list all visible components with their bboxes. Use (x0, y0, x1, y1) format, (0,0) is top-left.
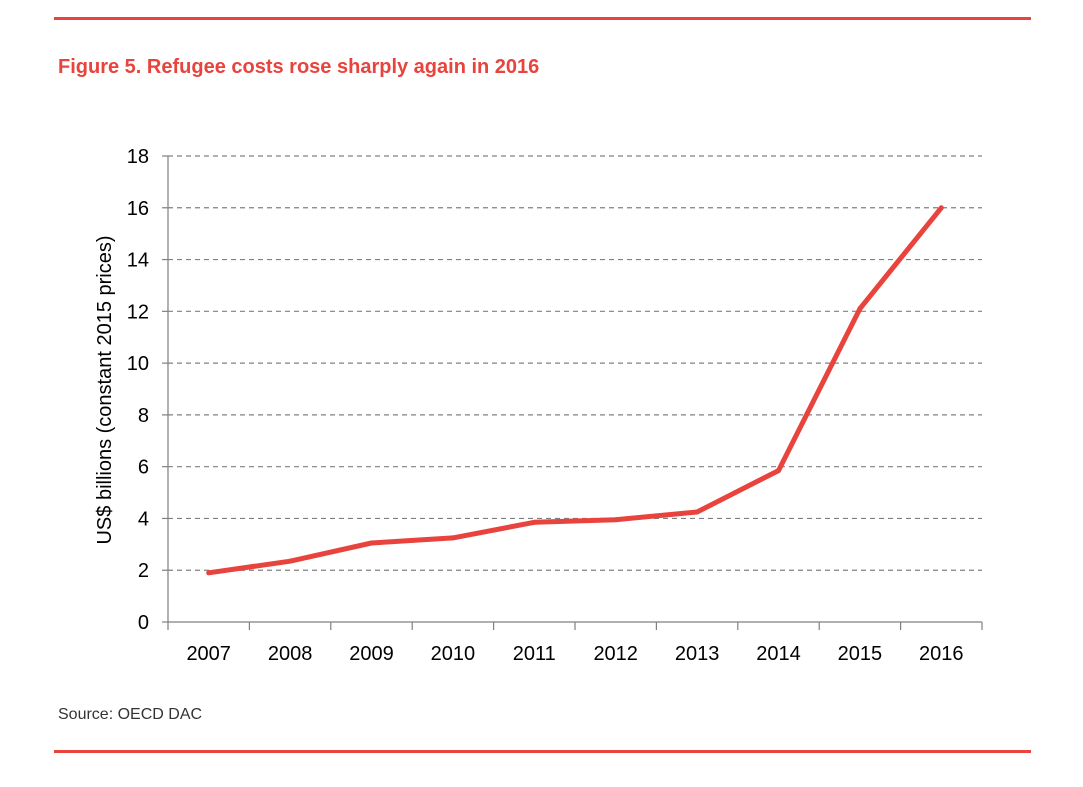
data-point (287, 558, 293, 564)
y-tick-label: 18 (127, 146, 149, 168)
y-tick-label: 14 (127, 250, 149, 272)
y-tick-label: 12 (127, 301, 149, 323)
figure-title: Figure 5. Refugee costs rose sharply aga… (58, 56, 540, 78)
x-tick-label: 2009 (349, 643, 394, 665)
source-note: Source: OECD DAC (58, 706, 203, 723)
x-tick-label: 2007 (186, 643, 231, 665)
y-tick-label: 16 (127, 198, 149, 220)
y-tick-label: 4 (138, 508, 149, 530)
x-tick-label: 2013 (675, 643, 720, 665)
grid-lines (168, 155, 982, 571)
x-tick-label: 2012 (593, 643, 638, 665)
data-point (369, 540, 374, 546)
y-tick-labels: 0 2 4 6 8 10 12 14 16 18 (127, 146, 149, 634)
series-layer (206, 205, 944, 576)
x-tick-label: 2008 (268, 643, 313, 665)
data-point (857, 306, 863, 312)
x-tick-label: 2015 (838, 643, 883, 665)
x-tick-label: 2014 (756, 643, 801, 665)
data-point (206, 570, 212, 576)
series-line (208, 206, 944, 576)
data-point (938, 205, 944, 211)
top-rule (54, 17, 1031, 20)
data-point (450, 535, 456, 541)
y-tick-label: 8 (138, 405, 149, 427)
y-tick-label: 6 (138, 457, 149, 479)
y-axis-label: US$ billions (constant 2015 prices) (94, 235, 116, 544)
x-tick-labels: 2007 2008 2009 2010 2011 2012 2013 2014 2015 2016 (186, 643, 963, 665)
x-tick-label: 2010 (431, 643, 476, 665)
data-point (776, 468, 781, 474)
x-tick-label: 2016 (919, 643, 964, 665)
bottom-rule (54, 750, 1031, 753)
data-point (613, 517, 619, 523)
y-tick-label: 10 (127, 353, 149, 375)
y-tick-label: 2 (138, 560, 149, 582)
data-point (694, 509, 700, 515)
y-tick-label: 0 (138, 612, 149, 634)
x-tick-label: 2011 (513, 643, 556, 665)
data-point (531, 519, 537, 525)
axes (162, 155, 983, 630)
